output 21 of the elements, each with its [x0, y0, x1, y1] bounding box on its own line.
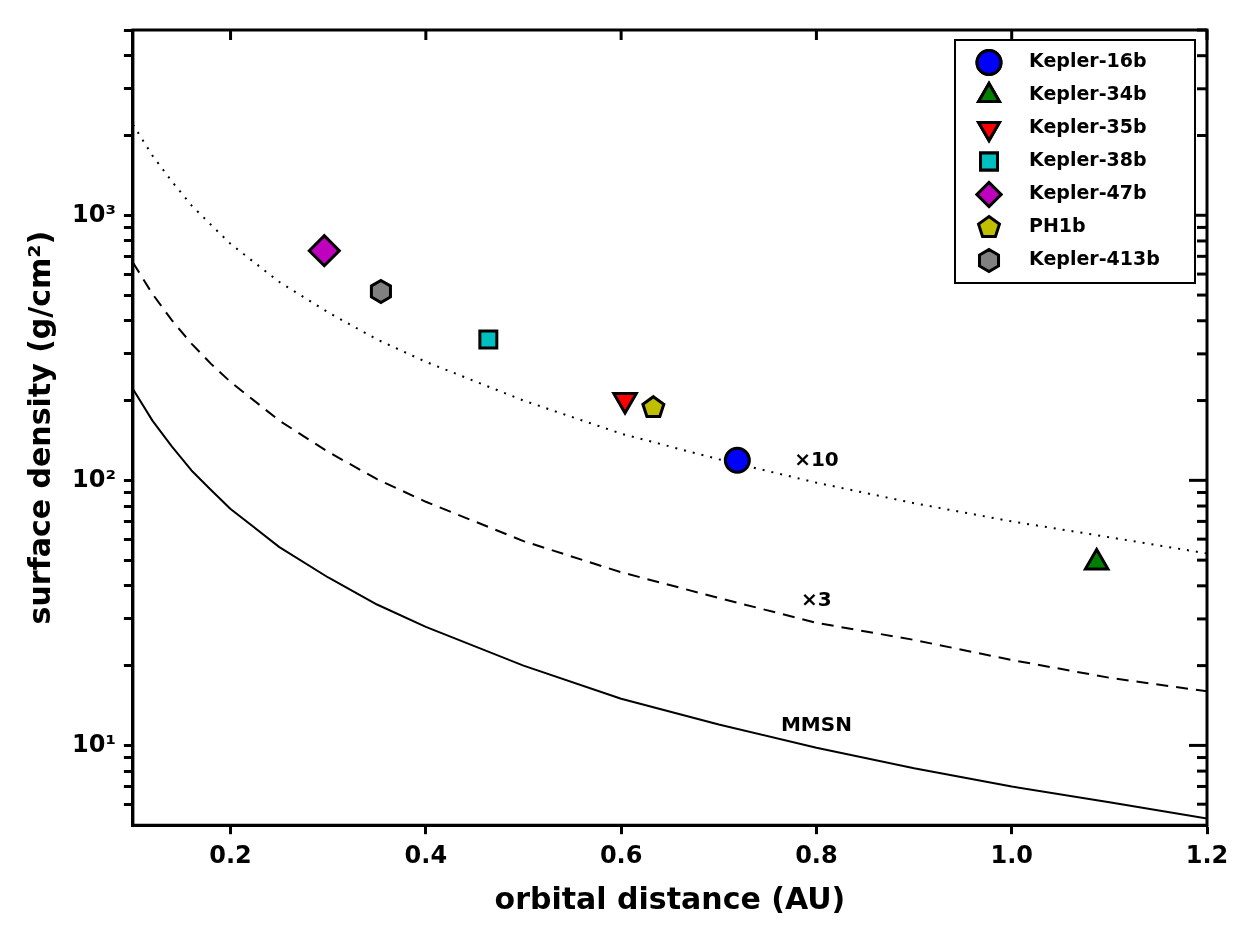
annotation: ×10	[794, 446, 839, 471]
x-tick-label: 0.8	[795, 840, 838, 869]
x-tick-label: 0.2	[209, 840, 252, 869]
y-tick-label: 10¹	[71, 729, 116, 758]
legend-label: Kepler-35b	[1029, 115, 1147, 138]
y-tick-label: 10³	[71, 199, 116, 228]
legend-label: Kepler-47b	[1029, 181, 1147, 204]
legend-label: Kepler-34b	[1029, 82, 1147, 105]
y-axis-title: surface density (g/cm²)	[21, 230, 57, 625]
x-tick-label: 0.6	[599, 840, 643, 869]
x-tick-label: 1.0	[990, 840, 1033, 869]
legend-label: Kepler-413b	[1029, 247, 1160, 270]
x-axis-title: orbital distance (AU)	[494, 880, 846, 916]
x-tick-label: 1.2	[1185, 840, 1229, 869]
annotation: MMSN	[780, 711, 852, 736]
legend-label: Kepler-16b	[1029, 49, 1147, 72]
annotation: ×3	[801, 587, 832, 612]
legend-label: Kepler-38b	[1029, 148, 1147, 171]
y-tick-label: 10²	[71, 464, 116, 493]
legend-label: PH1b	[1029, 214, 1086, 237]
x-tick-label: 0.4	[404, 840, 448, 869]
